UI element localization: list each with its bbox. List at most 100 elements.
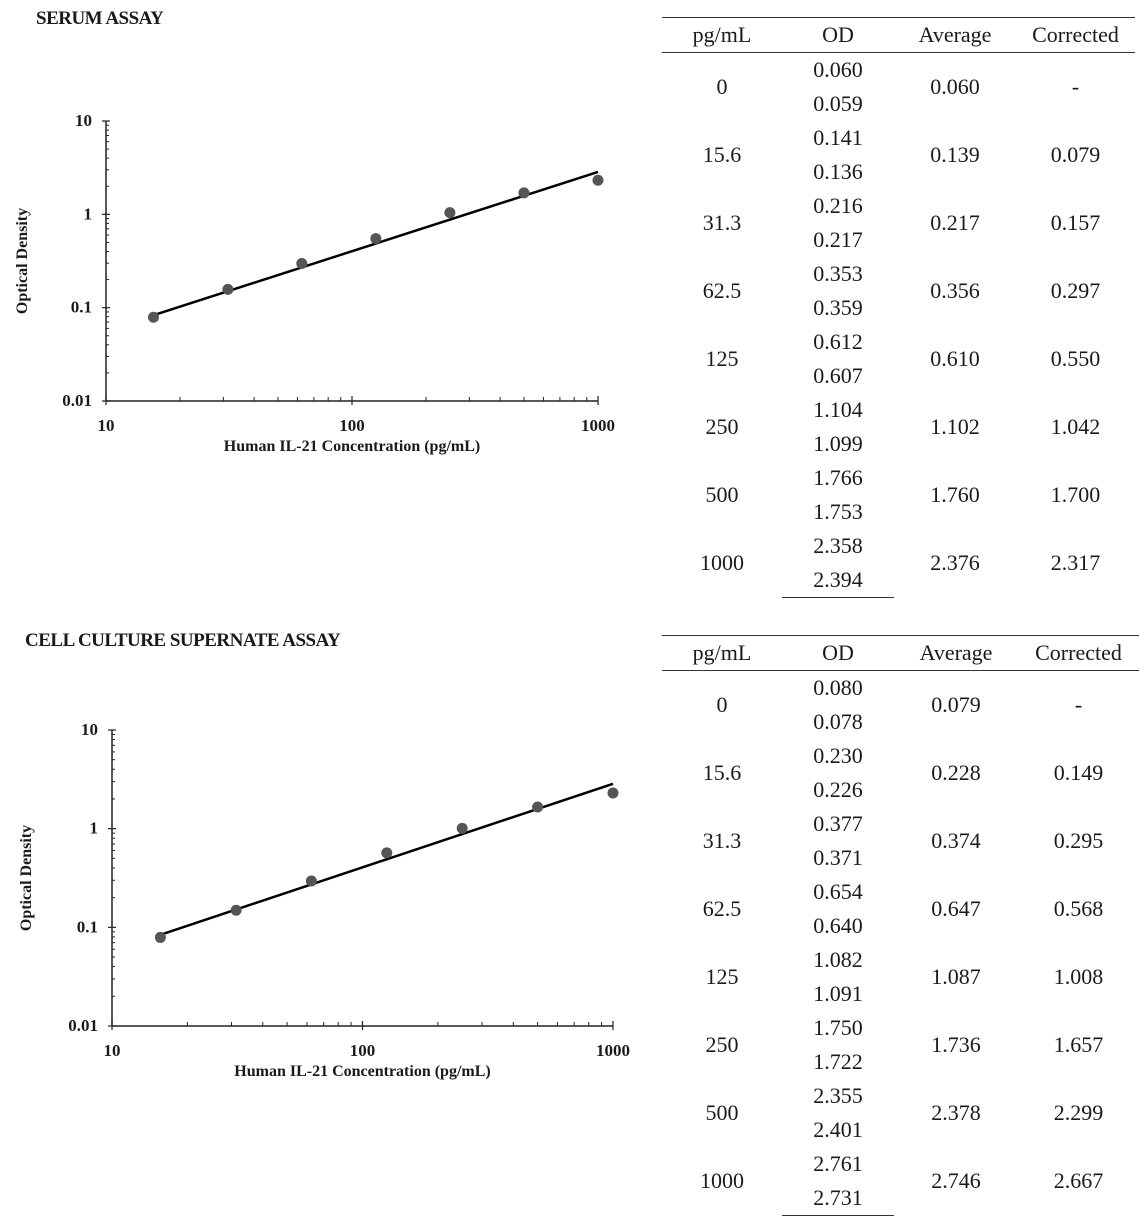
corrected-cell: 0.550	[1050, 346, 1101, 371]
od-cell: 0.078	[813, 709, 863, 734]
table-row: 0.607	[662, 359, 1135, 393]
conc-cell: 0	[716, 74, 728, 99]
average-cell: 0.079	[931, 692, 981, 717]
conc-cell: 31.3	[702, 210, 742, 235]
table-row: 0.359	[662, 291, 1135, 325]
od-cell: 0.371	[813, 845, 863, 870]
conc-cell: 1000	[700, 550, 744, 576]
table-row: 62.5 0.654 0.647 0.568	[662, 875, 1139, 921]
average-cell: 0.217	[930, 210, 980, 235]
od-cell: 1.753	[813, 499, 863, 524]
y-tick-label: 0.01	[68, 1016, 98, 1035]
col-header-average: Average	[894, 17, 1016, 53]
od-cell: 0.612	[813, 329, 863, 354]
corrected-cell: 0.149	[1053, 760, 1104, 785]
od-cell: 1.104	[813, 397, 863, 422]
table-row: 0.640	[662, 909, 1139, 943]
average-cell: 2.378	[931, 1100, 981, 1125]
table-row: 2.731	[662, 1181, 1139, 1216]
table-row: 0.217	[662, 223, 1135, 257]
x-tick-label: 1000	[596, 1041, 630, 1060]
y-axis-label: Optical Density	[18, 825, 35, 931]
od-cell: 2.355	[813, 1083, 863, 1108]
average-cell: 1.736	[931, 1032, 981, 1057]
table-row: 250 1.750 1.736 1.657	[662, 1011, 1139, 1057]
od-cell: 0.640	[813, 913, 863, 938]
table-row: 125 1.082 1.087 1.008	[662, 943, 1139, 989]
serum-standard-curve-chart: 0.01 0.1 1 10 10 100 1000 Human IL-21 Concentra…	[14, 111, 615, 455]
conc-cell: 31.3	[702, 828, 742, 853]
col-header-conc: pg/mL	[662, 17, 782, 53]
average-cell: 2.746	[931, 1168, 981, 1194]
conc-cell: 500	[705, 482, 739, 507]
od-cell: 0.230	[813, 743, 863, 768]
y-tick-label: 0.1	[71, 298, 92, 317]
conc-cell: 250	[705, 1032, 739, 1057]
average-cell: 0.060	[930, 74, 980, 99]
table-row: 500 2.355 2.378 2.299	[662, 1079, 1139, 1125]
average-cell: 0.374	[931, 828, 981, 853]
corrected-cell: 0.568	[1053, 896, 1104, 921]
data-point	[154, 931, 166, 943]
od-cell: 0.359	[813, 295, 863, 320]
conc-cell: 62.5	[702, 896, 742, 921]
average-cell: 0.356	[930, 278, 980, 303]
table-row: 1000 2.761 2.746 2.667	[662, 1147, 1139, 1193]
y-axis-label: Optical Density	[14, 208, 31, 314]
od-cell: 2.731	[782, 1181, 894, 1216]
od-cell: 2.358	[813, 533, 863, 558]
corrected-cell: 1.657	[1053, 1032, 1104, 1057]
x-axis-label: Human IL-21 Concentration (pg/mL)	[234, 1063, 490, 1080]
od-cell: 1.082	[813, 947, 863, 972]
corrected-cell: 2.667	[1053, 1168, 1104, 1194]
table-row: 31.3 0.216 0.217 0.157	[662, 189, 1135, 235]
corrected-cell: 0.157	[1050, 210, 1101, 235]
table-row: 1.091	[662, 977, 1139, 1011]
serum-data-table: pg/mL OD Average Corrected 0 0.060 0.060-0…	[662, 17, 1135, 598]
od-cell: 2.761	[813, 1151, 863, 1176]
conc-cell: 125	[705, 346, 739, 371]
conc-cell: 250	[705, 414, 739, 439]
od-cell: 0.080	[813, 675, 863, 700]
data-point	[296, 258, 308, 270]
data-point	[532, 801, 544, 813]
od-cell: 1.766	[813, 465, 863, 490]
y-tick-label: 10	[75, 111, 92, 130]
conc-cell: 15.6	[702, 760, 742, 785]
data-point	[370, 233, 382, 245]
x-axis-label: Human IL-21 Concentration (pg/mL)	[224, 438, 480, 455]
x-tick-label: 100	[350, 1041, 376, 1060]
table-row: 1.753	[662, 495, 1135, 529]
corrected-cell: -	[1074, 692, 1083, 717]
data-point	[592, 174, 604, 186]
od-cell: 0.654	[813, 879, 863, 904]
conc-cell: 500	[705, 1100, 739, 1125]
y-tick-label: 1	[90, 819, 99, 838]
average-cell: 0.610	[930, 346, 980, 371]
table-row: 125 0.612 0.610 0.550	[662, 325, 1135, 371]
od-cell: 1.099	[813, 431, 863, 456]
corrected-cell: 0.297	[1050, 278, 1101, 303]
average-cell: 1.087	[931, 964, 981, 989]
corrected-cell: 0.079	[1050, 142, 1101, 167]
table-row: 1.099	[662, 427, 1135, 461]
fit-line	[159, 782, 614, 936]
table-row: 62.5 0.353 0.356 0.297	[662, 257, 1135, 303]
od-cell: 1.750	[813, 1015, 863, 1040]
average-cell: 2.376	[930, 550, 980, 576]
corrected-cell: 1.008	[1053, 964, 1104, 989]
culture-assay-title: CELL CULTURE SUPERNATE ASSAY	[25, 630, 341, 651]
table-row: 0.059	[662, 87, 1135, 121]
serum-assay-title: SERUM ASSAY	[36, 8, 164, 29]
od-cell: 1.091	[813, 981, 863, 1006]
culture-standard-curve-chart: 0.01 0.1 1 10 10 100 1000 Human IL-21 Concentra…	[18, 720, 630, 1080]
table-row: 0.371	[662, 841, 1139, 875]
data-point	[222, 283, 234, 295]
y-tick-label: 0.01	[62, 391, 92, 410]
corrected-cell: 2.317	[1050, 550, 1101, 576]
table-row: 1000 2.358 2.376 2.317	[662, 529, 1135, 575]
data-point	[444, 207, 456, 219]
x-tick-label: 100	[339, 416, 365, 435]
corrected-cell: 2.299	[1053, 1100, 1104, 1125]
corrected-cell: 1.042	[1050, 414, 1101, 439]
